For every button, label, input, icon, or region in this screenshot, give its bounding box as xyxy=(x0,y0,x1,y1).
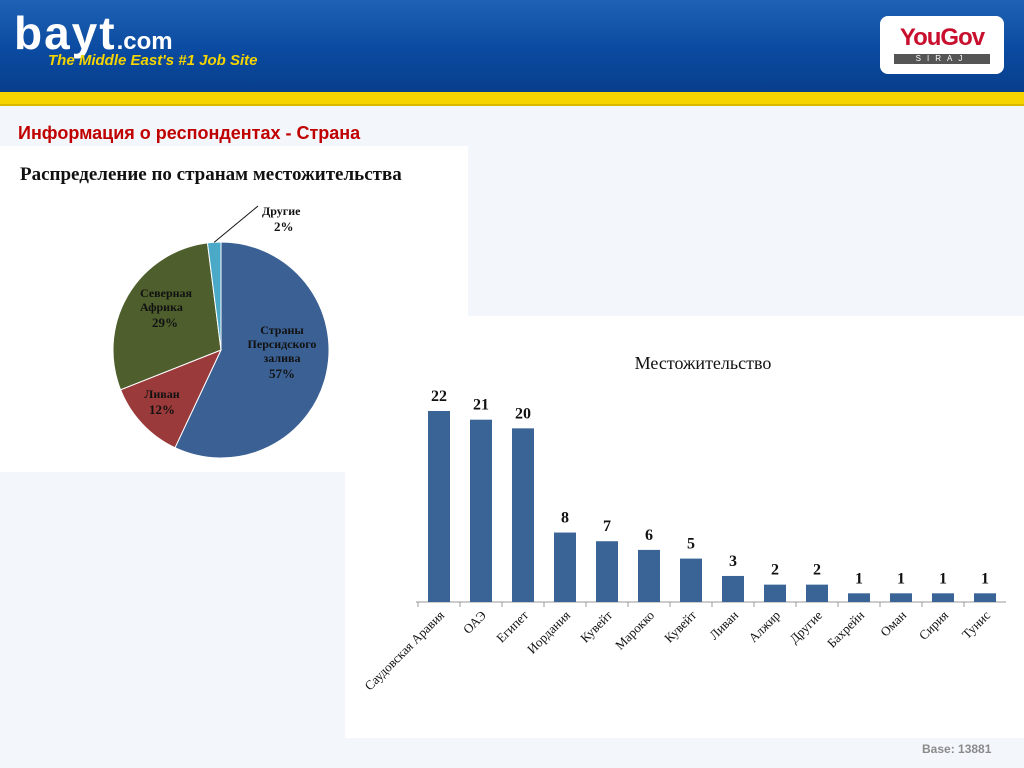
pie-slice-label: Другие xyxy=(262,204,301,218)
bar xyxy=(680,558,702,602)
pie-slice xyxy=(174,241,330,459)
bar xyxy=(890,593,912,602)
bar-value-label: 1 xyxy=(939,570,947,587)
bar-category-label: Бахрейн xyxy=(824,607,867,650)
bar xyxy=(638,549,660,602)
bar-value-label: 1 xyxy=(897,570,905,587)
bar-category-label: Оман xyxy=(877,607,909,639)
bar xyxy=(722,575,744,602)
logo-com-text: .com xyxy=(116,28,173,55)
bar-category-label: ОАЭ xyxy=(460,607,490,637)
bar-value-label: 6 xyxy=(645,527,653,544)
bar xyxy=(932,593,954,602)
pie-chart-title: Распределение по странам местожительства xyxy=(20,164,402,185)
yougov-sub: SIRAJ xyxy=(894,54,990,64)
pie-chart: Распределение по странам местожительства… xyxy=(20,164,402,459)
pie-leader-line xyxy=(213,205,259,243)
bar xyxy=(470,419,492,602)
bar-value-label: 8 xyxy=(561,510,569,527)
header-stripe-shadow xyxy=(0,104,1024,106)
bar-value-label: 22 xyxy=(431,388,447,405)
bar-value-label: 3 xyxy=(729,553,737,570)
bar xyxy=(428,411,450,602)
bar-chart-title: Местожительство xyxy=(635,353,772,373)
bar xyxy=(512,428,534,602)
pie-slice xyxy=(119,349,222,449)
bar-category-label: Саудовская Аравия xyxy=(361,608,447,694)
yougov-name: YouGov xyxy=(899,24,985,51)
pie-slice-value: 2% xyxy=(274,219,294,234)
pie-slice xyxy=(112,242,222,391)
pie-slice-value: 57% xyxy=(269,366,295,381)
bayt-logo[interactable]: bayt.com xyxy=(14,10,173,56)
header-yellow-stripe xyxy=(0,92,1024,104)
pie-slice xyxy=(206,241,222,351)
bar-category-label: Египет xyxy=(493,607,531,645)
bar xyxy=(764,584,786,602)
bar-value-label: 2 xyxy=(813,562,821,579)
yougov-logo[interactable]: YouGov SIRAJ xyxy=(880,16,1004,74)
bar xyxy=(848,593,870,602)
bar xyxy=(596,541,618,602)
logo-tagline: The Middle East's #1 Job Site xyxy=(48,52,258,69)
base-note: Base: 13881 xyxy=(922,742,992,756)
bar-value-label: 20 xyxy=(515,405,531,422)
bar-category-label: Сирия xyxy=(916,608,951,643)
bar-category-label: Марокко xyxy=(612,608,657,653)
slide-title: Информация о респондентах - Страна xyxy=(18,123,361,143)
bar-value-label: 5 xyxy=(687,536,695,553)
bar xyxy=(554,532,576,602)
bar xyxy=(974,593,996,602)
pie-slice-label: Страны Персидского залива xyxy=(248,323,317,365)
bar-category-label: Кувейт xyxy=(661,607,699,645)
pie-slice-value: 29% xyxy=(152,315,178,330)
bar-value-label: 1 xyxy=(855,570,863,587)
bar-value-label: 21 xyxy=(473,397,489,414)
pie-slice-value: 12% xyxy=(149,402,175,417)
bar-category-label: Иордания xyxy=(524,608,573,657)
pie-slice-label: Северная Африка xyxy=(140,286,193,314)
bar xyxy=(806,584,828,602)
pie-slice-label: Ливан xyxy=(144,387,179,401)
bar-chart-panel: Местожительство 22 Саудовская Аравия 21 ОАЭ… xyxy=(345,316,1024,738)
bar-category-label: Алжир xyxy=(745,608,783,646)
logo-main-text: bayt xyxy=(14,7,117,59)
bar-category-label: Другие xyxy=(786,607,825,646)
bar-category-label: Ливан xyxy=(706,607,741,642)
bar-value-label: 2 xyxy=(771,562,779,579)
header-bar: bayt.com The Middle East's #1 Job Site Y… xyxy=(0,0,1024,92)
bar-category-label: Кувейт xyxy=(577,607,615,645)
pie-chart-panel: Распределение по странам местожительства… xyxy=(0,146,468,472)
bar-value-label: 7 xyxy=(603,518,611,535)
bar-category-label: Тунис xyxy=(959,607,993,641)
bar-value-label: 1 xyxy=(981,570,989,587)
